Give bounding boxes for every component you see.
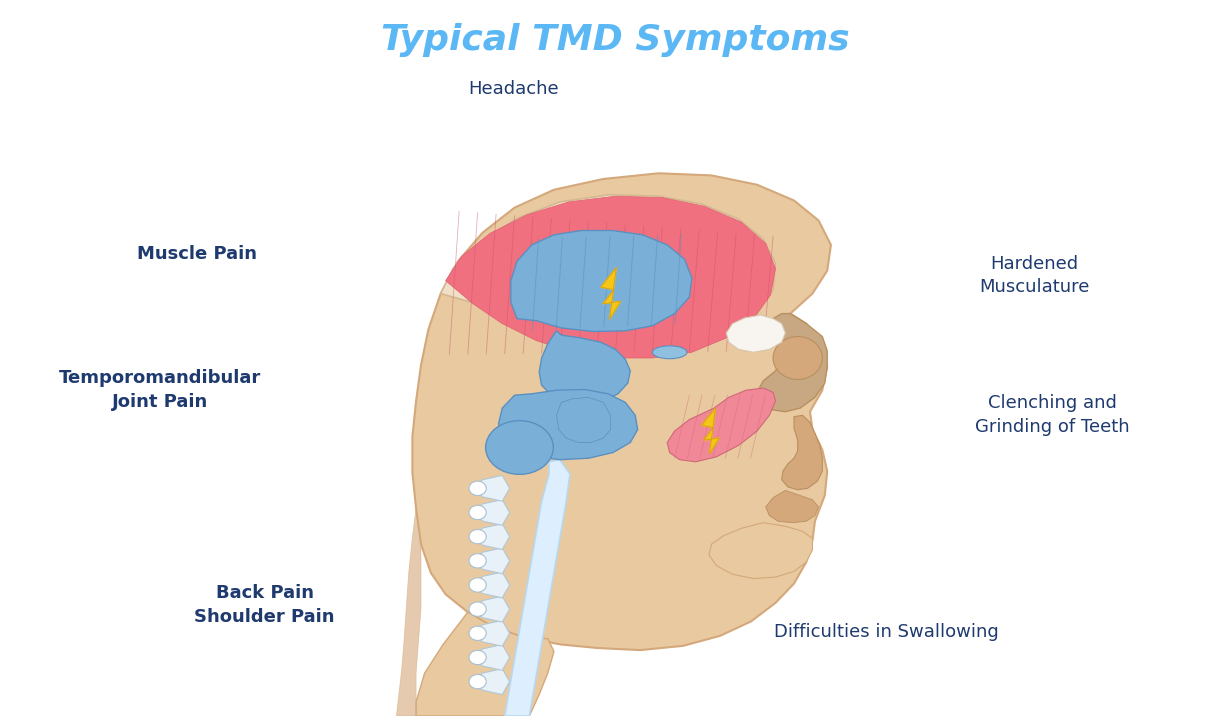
Polygon shape — [474, 669, 510, 695]
Ellipse shape — [469, 674, 486, 689]
Ellipse shape — [469, 578, 486, 592]
Polygon shape — [556, 397, 611, 442]
Polygon shape — [757, 314, 827, 412]
Ellipse shape — [469, 602, 486, 616]
Polygon shape — [782, 415, 822, 490]
Polygon shape — [474, 620, 510, 646]
Polygon shape — [412, 173, 831, 650]
Ellipse shape — [652, 346, 687, 359]
Polygon shape — [505, 460, 570, 716]
Polygon shape — [474, 524, 510, 550]
Text: Clenching and
Grinding of Teeth: Clenching and Grinding of Teeth — [975, 395, 1130, 436]
Polygon shape — [766, 490, 819, 523]
Polygon shape — [667, 388, 776, 462]
Polygon shape — [474, 475, 510, 501]
Polygon shape — [474, 572, 510, 598]
Text: Hardened
Musculature: Hardened Musculature — [979, 255, 1089, 296]
Ellipse shape — [773, 337, 822, 379]
Text: Difficulties in Swallowing: Difficulties in Swallowing — [774, 622, 998, 641]
Polygon shape — [396, 508, 421, 716]
Ellipse shape — [469, 530, 486, 544]
Polygon shape — [474, 644, 510, 670]
Ellipse shape — [469, 650, 486, 664]
Text: Typical TMD Symptoms: Typical TMD Symptoms — [382, 23, 849, 57]
Ellipse shape — [469, 481, 486, 495]
Text: Headache: Headache — [468, 80, 559, 99]
Polygon shape — [709, 523, 812, 579]
Ellipse shape — [485, 420, 553, 474]
Text: Temporomandibular
Joint Pain: Temporomandibular Joint Pain — [59, 369, 261, 411]
Polygon shape — [474, 548, 510, 574]
Polygon shape — [511, 231, 692, 332]
Polygon shape — [446, 196, 776, 358]
Polygon shape — [416, 612, 554, 716]
Polygon shape — [499, 390, 638, 460]
Polygon shape — [726, 315, 785, 352]
Text: Back Pain
Shoulder Pain: Back Pain Shoulder Pain — [194, 584, 335, 626]
Polygon shape — [441, 195, 776, 355]
Ellipse shape — [469, 626, 486, 640]
Polygon shape — [601, 268, 620, 319]
Text: Muscle Pain: Muscle Pain — [137, 245, 257, 263]
Polygon shape — [539, 331, 630, 402]
Polygon shape — [474, 500, 510, 526]
Ellipse shape — [469, 505, 486, 520]
Polygon shape — [474, 596, 510, 622]
Ellipse shape — [469, 553, 486, 568]
Polygon shape — [702, 408, 719, 454]
